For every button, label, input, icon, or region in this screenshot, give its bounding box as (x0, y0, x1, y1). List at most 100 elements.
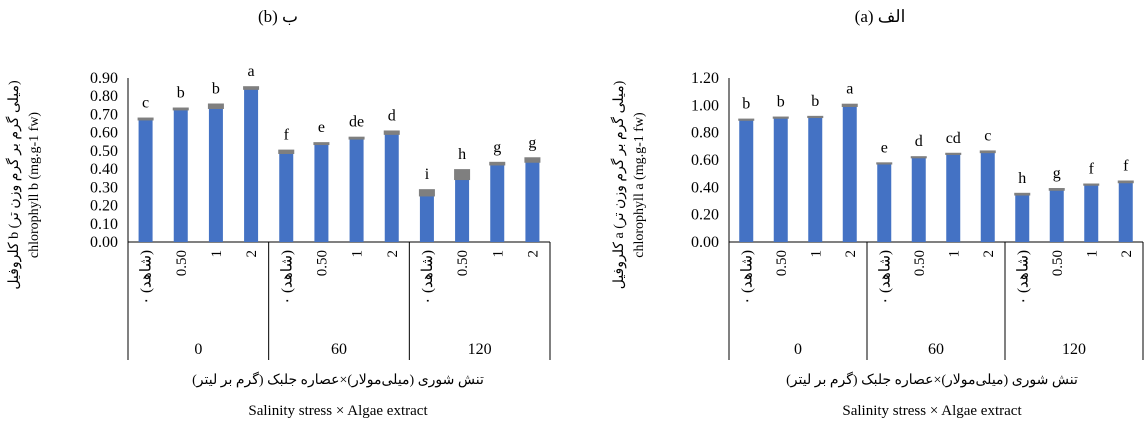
chart-b-group-label: 120 (468, 341, 492, 358)
chart-a-xlabel-en: Salinity stress × Algae extract (842, 403, 1022, 419)
chart-b-category-label: 0.50 (455, 250, 471, 276)
chart-a-category-label: 2 (981, 250, 997, 258)
chart-b-significance-letter: e (318, 119, 325, 136)
chart-a-panel: الف (a) کلروفیل a (میلی گرم بر گرم وزن ت… (610, 7, 1144, 419)
chart-b-significance-letter: a (248, 63, 255, 80)
chart-b-category-label: 2 (244, 250, 260, 258)
chart-b-category-label: 1 (209, 250, 225, 258)
chart-b-significance-letter: de (349, 114, 364, 131)
chart-a-error-bar (979, 150, 996, 154)
chart-b-category-label: 2 (385, 250, 401, 258)
chart-a-xlabel-fa: تنش شوری (میلی‌مولار)×عصاره جلبک (گرم بر… (786, 371, 1078, 388)
chart-a-bar (1084, 184, 1099, 242)
chart-b-error-bar (348, 136, 365, 140)
chart-a-category-label: ۰ (شاهد) (877, 250, 893, 305)
chart-a-bar (1049, 189, 1064, 242)
chart-b-significance-letter: g (528, 134, 536, 151)
chart-a-category-label: 0.50 (1050, 250, 1066, 276)
chart-a-significance-letter: c (984, 127, 991, 144)
chart-b-bar (419, 192, 434, 242)
chart-a-significance-letter: a (846, 81, 853, 98)
chart-b-category-label: 1 (350, 250, 366, 258)
chart-a-significance-letter: e (881, 139, 888, 156)
chart-b-ylabel-en: chlorophyll b (mg.g-1 fw) (27, 112, 42, 259)
chart-b-bar (208, 106, 223, 242)
chart-a-ylabel-fa: کلروفیل a (میلی گرم بر گرم وزن تر) (610, 80, 627, 289)
chart-b-error-bar (383, 130, 400, 135)
chart-a-error-bar (738, 118, 755, 121)
chart-b-bar (455, 174, 470, 242)
chart-b-ytick-label: 0.90 (90, 70, 118, 87)
chart-a-bar (877, 163, 892, 242)
chart-a-ytick-label: 0.80 (691, 125, 719, 142)
chart-a-error-bar (876, 162, 893, 165)
chart-b-error-bar (418, 189, 435, 197)
chart-a-significance-letter: f (1123, 158, 1129, 175)
chart-a-group-label: 0 (794, 341, 802, 358)
chart-a-plot: 0.00 0.20 0.40 0.60 0.80 1.00 1.20 0 60 120 b ۰ (شا… (691, 70, 1144, 360)
chart-a-ytick-label: 1.20 (691, 70, 719, 87)
chart-b-ytick-label: 0.50 (90, 143, 118, 160)
chart-b-error-bar (172, 107, 189, 111)
chart-a-category-label: 0.50 (774, 250, 790, 276)
chart-a-bar (980, 151, 995, 242)
chart-b-category-label: 0.50 (174, 250, 190, 276)
chart-b-ytick-label: 0.10 (90, 216, 118, 233)
chart-b-category-label: ۰ (شاهد) (279, 250, 295, 305)
chart-a-category-label: 1 (946, 250, 962, 258)
chart-a-significance-letter: f (1089, 161, 1095, 178)
chart-a-bar (739, 119, 754, 242)
chart-a-ytick-label: 0.00 (691, 234, 719, 251)
chart-a-category-label: ۰ (شاهد) (1015, 250, 1031, 305)
chart-a-error-bar (841, 103, 858, 107)
chart-a-bar (842, 105, 857, 242)
chart-b-significance-letter: b (212, 81, 220, 98)
chart-b-category-label: 2 (525, 250, 541, 258)
chart-b-title: ب (b) (258, 7, 298, 26)
chart-b-category-label: ۰ (شاهد) (139, 250, 155, 305)
chart-b-xlabel-en: Salinity stress × Algae extract (248, 403, 428, 419)
chart-a-ylabel-en: chlorophyll a (mg.g-1 fw) (632, 112, 647, 258)
chart-a-error-bar (772, 116, 789, 119)
chart-b-category-label: ۰ (شاهد) (420, 250, 436, 305)
chart-a-group-label: 120 (1062, 341, 1086, 358)
chart-a-significance-letter: b (811, 93, 819, 110)
chart-b-significance-letter: b (177, 85, 185, 102)
chart-b-plot: 0.000.100.200.300.400.500.600.700.800.90… (90, 63, 551, 360)
chart-a-significance-letter: g (1053, 165, 1061, 182)
chart-a-category-label: ۰ (شاهد) (739, 250, 755, 305)
chart-b-error-bar (207, 103, 224, 109)
chart-b-bar (138, 119, 153, 242)
chart-a-error-bar (1083, 183, 1100, 186)
chart-b-significance-letter: h (458, 146, 466, 163)
chart-b-ytick-label: 0.60 (90, 125, 118, 142)
chart-b-error-bar (313, 142, 330, 146)
chart-a-group-label: 60 (928, 341, 944, 358)
chart-a-category-label: 1 (808, 250, 824, 258)
chart-b-error-bar (137, 117, 154, 121)
chart-b-error-bar (489, 161, 506, 166)
chart-a-error-bar (910, 156, 927, 159)
chart-b-error-bar (278, 149, 295, 154)
chart-a-significance-letter: d (915, 133, 923, 150)
chart-a-significance-letter: b (742, 96, 750, 113)
chart-a-category-label: 2 (843, 250, 859, 258)
chart-b-xlabel-fa: تنش شوری (میلی‌مولار)×عصاره جلبک (گرم بر… (192, 371, 484, 388)
chart-b-group-label: 60 (331, 341, 347, 358)
chart-a-category-label: 1 (1084, 250, 1100, 258)
chart-a-title: الف (a) (855, 7, 906, 26)
chart-b-bar (279, 151, 294, 242)
chart-a-bar (808, 116, 823, 242)
chart-a-bar (1118, 181, 1133, 242)
chart-b-significance-letter: i (425, 166, 430, 183)
chart-b-significance-letter: f (284, 127, 290, 144)
chart-b-bar (525, 160, 540, 242)
chart-b-ytick-label: 0.80 (90, 88, 118, 105)
chart-a-error-bar (1014, 192, 1031, 196)
chart-b-bar (173, 108, 188, 242)
chart-a-significance-letter: h (1018, 170, 1026, 187)
chart-b-group-label: 0 (194, 341, 202, 358)
chart-a-ytick-label: 0.40 (691, 179, 719, 196)
chart-a-error-bar (945, 152, 962, 155)
